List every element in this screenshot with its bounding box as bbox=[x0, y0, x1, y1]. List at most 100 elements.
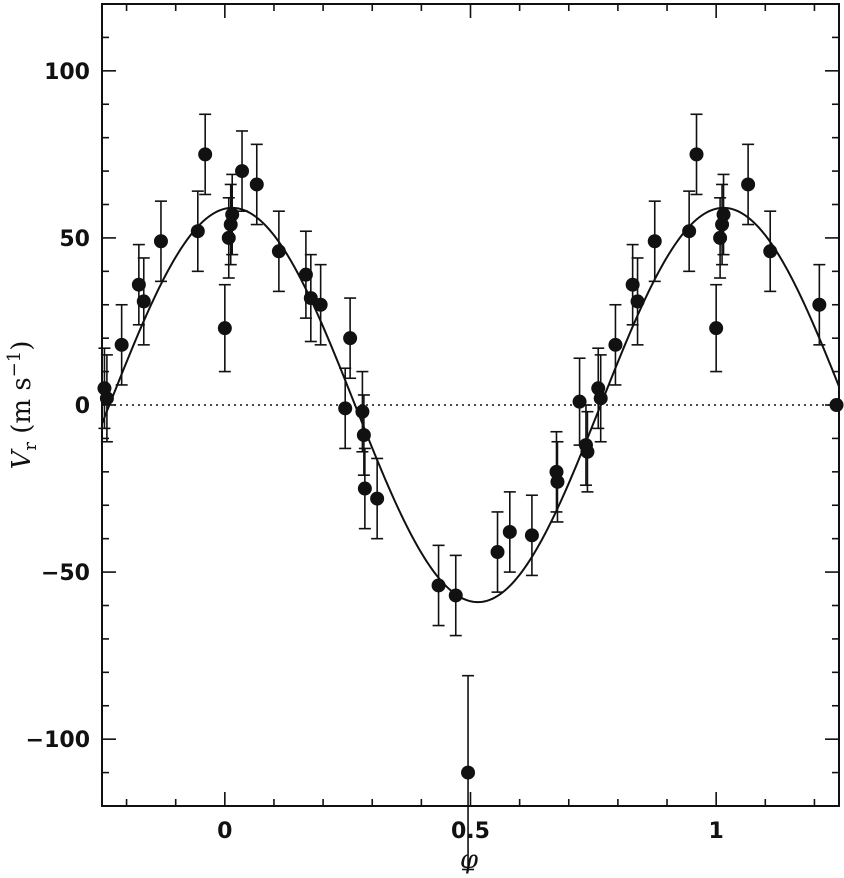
point-marker bbox=[131, 277, 146, 292]
point-marker bbox=[625, 277, 640, 292]
y-axis-label: Vr (m s−1) bbox=[4, 341, 41, 470]
data-point bbox=[431, 544, 446, 627]
data-point bbox=[303, 253, 318, 343]
data-point bbox=[198, 113, 213, 196]
point-marker bbox=[298, 267, 313, 282]
data-point bbox=[682, 190, 697, 273]
y-tick-label: −50 bbox=[41, 561, 90, 586]
point-marker bbox=[647, 234, 662, 249]
point-marker bbox=[829, 398, 844, 412]
data-point bbox=[763, 210, 778, 293]
point-marker bbox=[630, 294, 645, 309]
data-point bbox=[812, 263, 827, 346]
data-point bbox=[580, 410, 595, 493]
data-point bbox=[550, 440, 565, 523]
data-point bbox=[490, 511, 505, 593]
point-marker bbox=[355, 404, 370, 419]
data-point bbox=[357, 447, 372, 530]
data-point bbox=[114, 303, 129, 386]
data-point bbox=[338, 367, 353, 450]
point-marker bbox=[136, 294, 151, 309]
point-marker bbox=[812, 297, 827, 312]
point-marker bbox=[249, 177, 264, 192]
point-marker bbox=[313, 297, 328, 312]
point-marker bbox=[763, 244, 778, 259]
point-marker bbox=[713, 230, 728, 245]
data-point bbox=[343, 297, 358, 380]
y-axis-label-unit: (m s bbox=[7, 377, 37, 442]
point-marker bbox=[221, 230, 236, 245]
point-marker bbox=[448, 588, 463, 603]
data-point bbox=[271, 210, 286, 293]
point-marker bbox=[431, 578, 446, 593]
fit-curve bbox=[101, 206, 840, 604]
data-point bbox=[136, 257, 151, 346]
point-marker bbox=[716, 207, 731, 222]
point-marker bbox=[198, 147, 213, 162]
data-point bbox=[591, 347, 606, 430]
y-axis-label-exponent: −1 bbox=[4, 351, 25, 378]
data-point bbox=[502, 491, 517, 573]
tick-labels: 0 0.5 1 100 50 0 −50 −100 bbox=[26, 60, 724, 844]
point-marker bbox=[190, 224, 205, 239]
point-marker bbox=[550, 474, 565, 489]
point-marker bbox=[490, 545, 505, 560]
data-point bbox=[190, 190, 205, 273]
point-marker bbox=[524, 528, 539, 543]
data-point bbox=[356, 394, 371, 476]
plot-frame bbox=[101, 3, 840, 807]
point-marker bbox=[217, 321, 232, 336]
fit-curve-group bbox=[101, 206, 840, 604]
x-axis-label: φ bbox=[460, 845, 479, 875]
point-marker bbox=[225, 207, 240, 222]
y-axis-label-symbol: V bbox=[7, 448, 37, 469]
plot-border bbox=[101, 3, 840, 807]
point-marker bbox=[235, 164, 250, 179]
point-marker bbox=[356, 428, 371, 443]
x-tick-label: 1 bbox=[709, 819, 724, 844]
data-point bbox=[630, 257, 645, 346]
point-marker bbox=[303, 291, 318, 306]
data-point bbox=[313, 263, 328, 346]
data-point bbox=[217, 283, 232, 373]
point-marker bbox=[608, 337, 623, 352]
point-marker bbox=[461, 765, 476, 780]
x-tick-label: 0.5 bbox=[451, 819, 490, 844]
y-tick-label: 50 bbox=[59, 227, 90, 252]
point-marker bbox=[580, 444, 595, 459]
data-point bbox=[647, 200, 662, 283]
y-tick-label: −100 bbox=[26, 728, 90, 753]
point-marker bbox=[370, 491, 385, 506]
point-marker bbox=[338, 401, 353, 416]
data-point bbox=[524, 494, 539, 577]
point-marker bbox=[502, 524, 517, 539]
data-point bbox=[235, 130, 250, 212]
point-marker bbox=[114, 337, 129, 352]
point-marker bbox=[593, 391, 608, 406]
point-marker bbox=[682, 224, 697, 239]
data-point bbox=[461, 674, 476, 871]
data-point bbox=[689, 113, 704, 196]
data-point bbox=[829, 398, 844, 412]
data-point bbox=[448, 554, 463, 637]
point-marker bbox=[689, 147, 704, 162]
y-tick-label: 0 bbox=[75, 394, 90, 419]
x-tick-label: 0 bbox=[217, 819, 232, 844]
y-axis-label-close: ) bbox=[7, 341, 37, 351]
data-point bbox=[741, 143, 756, 226]
data-point bbox=[709, 283, 724, 373]
axis-ticks bbox=[102, 4, 839, 806]
y-tick-label: 100 bbox=[44, 60, 90, 85]
data-point bbox=[223, 183, 238, 266]
data-point bbox=[99, 354, 114, 443]
point-marker bbox=[357, 481, 372, 496]
point-marker bbox=[709, 321, 724, 336]
point-marker bbox=[741, 177, 756, 192]
y-axis-label-subscript: r bbox=[20, 442, 41, 451]
data-point bbox=[715, 183, 730, 266]
data-point bbox=[97, 347, 112, 430]
data-point bbox=[593, 354, 608, 443]
point-marker bbox=[572, 394, 587, 409]
point-marker bbox=[271, 244, 286, 259]
